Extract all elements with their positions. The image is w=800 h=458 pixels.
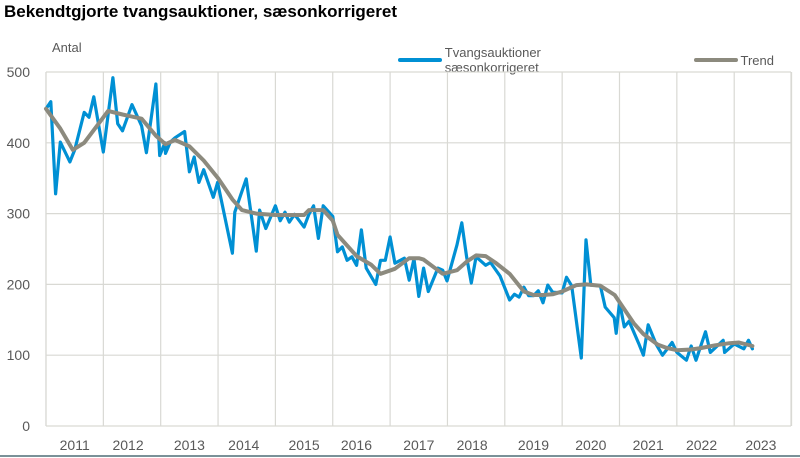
y-axis-label: Antal	[52, 40, 82, 55]
svg-text:2023: 2023	[745, 437, 776, 453]
svg-text:0: 0	[22, 418, 30, 434]
chart-title: Bekendtgjorte tvangsauktioner, sæsonkorr…	[4, 2, 397, 21]
svg-text:200: 200	[7, 276, 31, 292]
svg-text:300: 300	[7, 206, 31, 222]
svg-text:100: 100	[7, 347, 31, 363]
svg-text:2020: 2020	[575, 437, 606, 453]
series-lines	[44, 76, 755, 362]
series-1	[44, 106, 755, 353]
svg-text:2021: 2021	[633, 437, 664, 453]
svg-text:2019: 2019	[518, 437, 549, 453]
legend: Tvangsauktioner sæsonkorrigeret Trend	[398, 45, 800, 75]
svg-text:2014: 2014	[228, 437, 259, 453]
svg-text:2016: 2016	[341, 437, 372, 453]
legend-swatch-gray-icon	[693, 58, 738, 62]
bottom-divider	[0, 455, 800, 457]
svg-text:2018: 2018	[457, 437, 488, 453]
svg-text:500: 500	[7, 64, 31, 80]
svg-text:400: 400	[7, 135, 31, 151]
series-0	[44, 76, 754, 362]
y-tick-labels: 0 100 200 300 400 500	[7, 64, 31, 434]
svg-text:2011: 2011	[60, 437, 90, 453]
grid-lines	[45, 71, 793, 427]
svg-text:2015: 2015	[289, 437, 320, 453]
legend-swatch-blue-icon	[398, 58, 442, 62]
legend-label: Trend	[740, 52, 774, 68]
svg-text:2013: 2013	[174, 437, 205, 453]
legend-item-trend: Trend	[693, 52, 774, 68]
x-tick-labels: 2011 2012 2013 2014 2015 2016 2017 2018 2019 2020…	[60, 437, 777, 453]
legend-label: Tvangsauktioner sæsonkorrigeret	[444, 45, 541, 75]
svg-text:2017: 2017	[403, 437, 434, 453]
legend-item-tvangsauktioner: Tvangsauktioner sæsonkorrigeret	[398, 45, 638, 75]
svg-text:2022: 2022	[686, 437, 717, 453]
svg-text:2012: 2012	[112, 437, 143, 453]
